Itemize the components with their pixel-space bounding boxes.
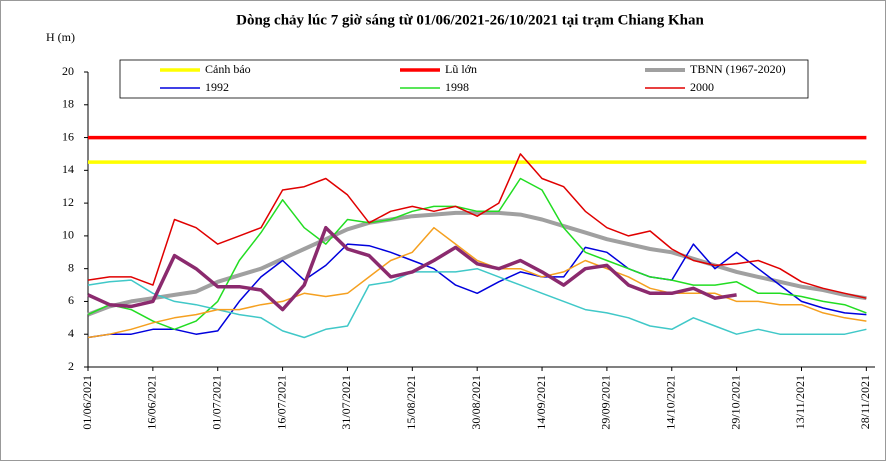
x-tick-label: 14/10/2021 [664, 375, 678, 430]
y-tick-label: 18 [62, 97, 74, 111]
x-tick-label: 30/08/2021 [469, 375, 483, 430]
legend [119, 59, 809, 99]
series-line [87, 226, 867, 339]
series-line [87, 243, 867, 339]
x-tick-label: 14/09/2021 [534, 375, 548, 430]
legend-label: 1992 [205, 80, 229, 94]
legend-label: 1998 [445, 80, 469, 94]
x-tick-label: 01/07/2021 [209, 375, 223, 430]
y-tick-label: 16 [62, 129, 74, 143]
series-line [87, 177, 867, 331]
legend-label: Lũ lớn [445, 62, 477, 76]
x-tick-label: 16/06/2021 [145, 375, 159, 430]
legend-label: Cảnh báo [205, 62, 251, 76]
x-tick-label: 31/07/2021 [339, 375, 353, 430]
series-line [87, 225, 737, 312]
x-tick-label: 28/11/2021 [858, 375, 872, 429]
legend-label: 2000 [690, 80, 714, 94]
y-axis-label: H (m) [46, 30, 75, 44]
x-tick-label: 16/07/2021 [274, 375, 288, 430]
x-tick-label: 29/09/2021 [599, 375, 613, 430]
x-tick-label: 01/06/2021 [80, 375, 94, 430]
y-tick-label: 20 [62, 64, 74, 78]
chart-title: Dòng chảy lúc 7 giờ sáng từ 01/06/2021-2… [236, 12, 704, 28]
legend-label: TBNN (1967-2020) [690, 62, 786, 76]
series-line [87, 153, 867, 299]
x-tick-label: 13/11/2021 [793, 375, 807, 429]
y-tick-label: 6 [68, 293, 74, 307]
y-tick-label: 10 [62, 228, 74, 242]
y-tick-label: 8 [68, 260, 74, 274]
x-tick-label: 15/08/2021 [404, 375, 418, 430]
x-tick-label: 29/10/2021 [728, 375, 742, 430]
series-line [87, 210, 867, 317]
y-tick-label: 14 [62, 162, 74, 176]
y-tick-label: 12 [62, 195, 74, 209]
y-tick-label: 4 [68, 326, 74, 340]
y-tick-label: 2 [68, 359, 74, 373]
